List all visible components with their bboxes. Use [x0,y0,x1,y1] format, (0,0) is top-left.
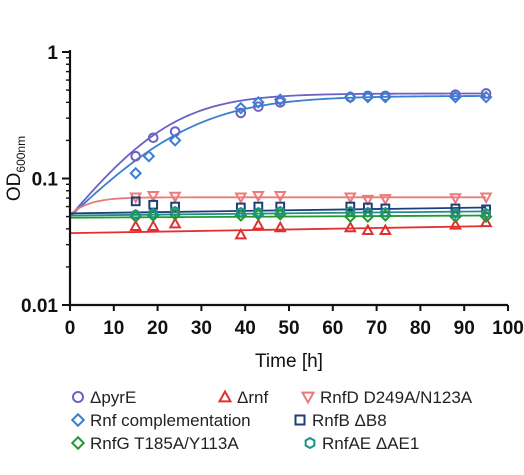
data-point [148,207,158,219]
x-tick-label: 50 [278,318,299,339]
x-tick-label: 70 [366,318,387,339]
data-point [449,193,462,205]
data-point [253,101,264,112]
data-point [147,132,159,144]
x-tick-label: 80 [410,318,431,339]
data-point [479,215,493,228]
data-point [345,205,356,217]
x-tick-label: 10 [103,318,124,339]
y-tick-label: 0.01 [21,296,58,317]
data-point [130,208,141,220]
y-tick-label: 0.1 [32,170,59,191]
data-point [378,194,392,206]
data-point [361,90,375,104]
data-point [343,192,357,205]
data-point [251,191,265,203]
data-point [235,107,247,119]
legend-label: RnfB ΔB8 [312,411,387,430]
data-point [361,223,375,236]
data-point [274,97,286,108]
data-point [479,90,493,104]
legend-label: ΔpyrE [90,388,136,407]
x-tick-label: 40 [235,318,256,339]
legend: ΔpyrE Δrnf RnfD D249A/N123A Rnf complementa… [70,388,473,453]
data-point [251,95,265,109]
data-point [234,227,248,240]
data-point [449,90,462,104]
data-point [481,204,491,215]
data-point [450,207,461,219]
y-axis-title-main: OD [4,173,25,202]
data-point [450,89,461,100]
x-axis-title: Time [h] [255,351,323,372]
data-point [380,206,391,218]
legend-marker [300,391,316,405]
data-point [234,101,248,115]
y-tick-label: 1 [47,43,58,64]
legend-marker [217,389,233,403]
data-point [479,192,493,205]
data-point [146,219,160,231]
data-point [168,216,182,229]
legend-label: RnfD D249A/N123A [320,388,473,407]
data-point [273,220,287,233]
data-point [363,206,373,218]
x-tick-label: 90 [454,318,475,339]
legend-label: Rnf complementation [90,411,251,430]
data-point [130,196,141,207]
data-point [380,203,391,214]
data-point [129,219,143,231]
data-point [343,220,357,233]
data-point [379,90,392,104]
y-axis-title: OD600nm [4,136,28,201]
data-points [129,88,493,240]
data-point [234,192,248,205]
x-tick-label: 100 [492,318,524,339]
data-point [251,218,265,230]
data-point [343,210,357,223]
data-point [343,90,357,104]
data-point [146,191,160,203]
data-point [275,205,285,217]
legend-marker [70,435,86,451]
data-point [170,205,180,217]
ticks: 0 10 20 30 40 50 60 70 80 90 100 0.01 0.1 1 [21,43,524,339]
fit-curve [69,225,487,235]
data-point [129,166,143,180]
data-point [273,191,287,203]
legend-marker [294,414,306,426]
data-point [168,191,182,204]
x-tick-label: 20 [147,318,168,339]
legend-label: RnfG T185A/Y113A [90,434,239,453]
y-axis-title-subscript: 600nm [14,136,28,173]
data-point [236,206,246,218]
legend-marker [304,436,316,450]
data-point [253,206,264,218]
legend-marker [70,412,86,428]
data-point [449,218,462,230]
legend-label: Δrnf [237,388,268,407]
data-point [361,194,375,207]
data-point [378,223,392,236]
legend-label: RnfAE ΔAE1 [322,434,419,453]
data-point [480,88,492,99]
x-tick-label: 60 [322,318,343,339]
data-point [168,134,182,147]
x-tick-label: 0 [65,318,76,339]
data-point [142,149,156,163]
x-tick-label: 30 [191,318,212,339]
data-point [130,150,141,162]
data-point [273,93,287,107]
legend-marker [72,391,84,403]
data-point [481,207,491,219]
